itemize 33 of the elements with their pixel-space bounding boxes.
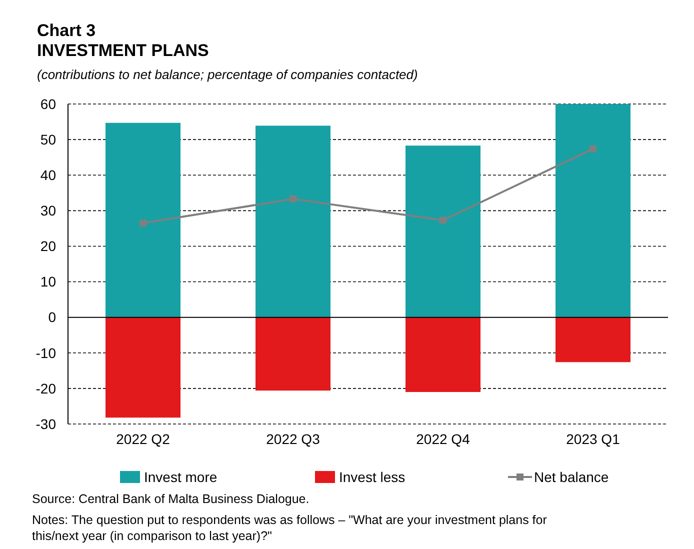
- y-tick-label: -30: [36, 416, 56, 432]
- y-tick-label: 50: [40, 131, 56, 148]
- bar: [256, 126, 330, 318]
- legend-label: Invest less: [339, 468, 406, 485]
- y-tick-label: 10: [40, 274, 56, 290]
- x-tick-label: 2022 Q4: [416, 431, 470, 447]
- y-tick-label: 60: [40, 96, 56, 112]
- bar: [556, 104, 630, 318]
- bar: [256, 317, 330, 391]
- y-tick-label: -10: [36, 344, 56, 361]
- y-tick-label: -20: [36, 380, 56, 396]
- point: [140, 220, 146, 227]
- legend-label: Invest more: [144, 468, 218, 485]
- y-tick-label: 40: [40, 167, 56, 184]
- point: [290, 195, 296, 202]
- bar: [556, 317, 630, 362]
- text: Notes: The question put to respondents was as follows – "What are your investment plans for this/next year (in comparison to last year)?": [32, 513, 547, 543]
- y-tick-label: 0: [48, 309, 56, 326]
- y-tick-label: 20: [40, 238, 56, 254]
- point: [440, 216, 446, 224]
- source-note: Source: Central Bank of Malta Business Dialogue.: [32, 492, 310, 506]
- point: [590, 145, 596, 152]
- legend-label: Net balance: [534, 468, 609, 485]
- y-tick-label: 30: [40, 202, 56, 219]
- x-tick-label: 2023 Q1: [566, 431, 620, 447]
- bar: [106, 122, 180, 318]
- bar: [106, 317, 180, 418]
- x-tick-label: 2022 Q3: [266, 431, 320, 447]
- bar: [406, 317, 480, 392]
- bar: [406, 146, 480, 318]
- chart-subtitle: (contributions to net balance; percentage of companies contacted): [37, 67, 418, 82]
- x-tick-label: 2022 Q2: [116, 431, 170, 447]
- chart-title: Chart 3 INVESTMENT PLANS: [37, 21, 209, 60]
